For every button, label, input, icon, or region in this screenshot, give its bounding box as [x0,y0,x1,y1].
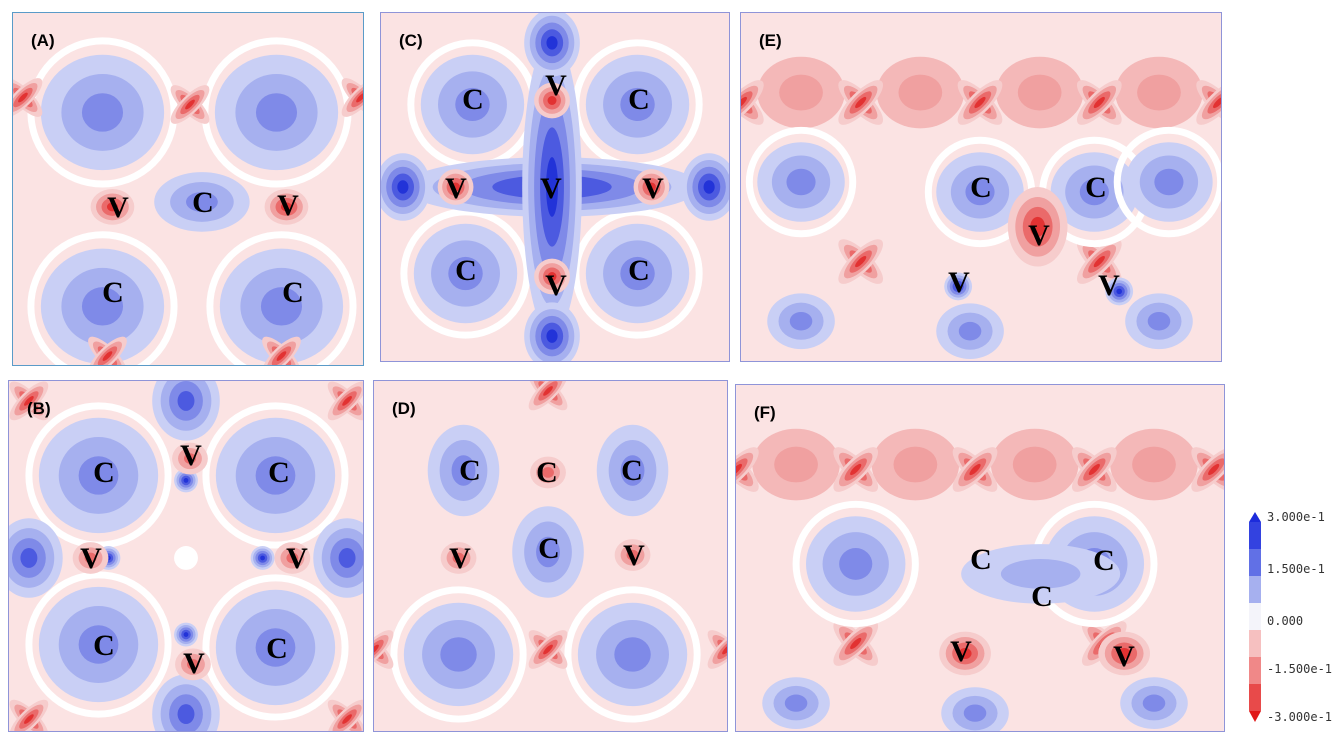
site-label-d-vacancy-5: V [623,539,645,572]
site-label-d-vacancy-3: V [449,542,471,575]
site-label-e-vacancy-4: V [1098,269,1120,302]
panel-c: (C) C V C V V V C V C [380,12,730,362]
panel-label-a: (A) [31,31,55,50]
contour-map-c [381,13,729,361]
site-label-e-carbon-0: C [970,171,992,204]
colorbar-ramp [1249,512,1261,722]
contour-map-a [13,13,363,365]
site-label-c-vacancy-1: V [545,69,567,102]
colorbar-tick-zero: 0.000 [1267,614,1304,628]
colorbar-tick-max: 3.000e-1 [1267,510,1325,524]
site-label-a-vacancy-0: V [107,191,129,224]
colorbar-tick-low: -1.500e-1 [1267,662,1333,676]
panel-label-d: (D) [392,399,416,418]
site-label-c-carbon-0: C [462,83,484,116]
site-label-f-carbon-2: C [1031,580,1053,613]
site-label-f-vacancy-3: V [950,635,972,668]
site-label-f-vacancy-4: V [1113,640,1135,673]
site-label-e-vacancy-2: V [1028,219,1050,252]
site-label-c-carbon-6: C [455,254,477,287]
site-label-b-carbon-2: C [268,456,290,489]
site-label-c-vacancy-5: V [642,172,664,205]
site-label-b-carbon-5: C [93,629,115,662]
contour-map-b [9,381,363,731]
panel-a: (A) V C V C C [12,12,364,366]
site-label-f-carbon-0: C [970,543,992,576]
site-label-a-carbon-4: C [282,276,304,309]
site-label-d-carbon-1: C [536,456,558,489]
site-label-c-vacancy-4: V [540,172,562,205]
site-label-d-carbon-0: C [459,454,481,487]
site-label-e-carbon-1: C [1085,171,1107,204]
site-label-a-vacancy-2: V [277,189,299,222]
site-label-f-carbon-1: C [1093,544,1115,577]
site-label-e-vacancy-3: V [948,266,970,299]
panel-d: (D) C C C V C V [373,380,728,732]
colorbar-tick-min: -3.000e-1 [1267,710,1333,724]
contour-map-f [736,385,1224,731]
site-label-d-carbon-4: C [538,532,560,565]
contour-map-e [741,13,1221,361]
site-label-b-carbon-0: C [93,456,115,489]
site-label-b-carbon-7: C [266,632,288,665]
panel-label-e: (E) [759,31,782,50]
site-label-d-carbon-2: C [621,454,643,487]
site-label-c-carbon-2: C [628,83,650,116]
panel-b: (B) C V C V V C V C [8,380,364,732]
site-label-b-vacancy-3: V [80,542,102,575]
panel-label-c: (C) [399,31,423,50]
site-label-a-carbon-3: C [102,276,124,309]
site-label-b-vacancy-1: V [180,439,202,472]
site-label-c-vacancy-3: V [445,172,467,205]
panel-f: (F) C C C V V [735,384,1225,732]
site-label-a-carbon-1: C [192,186,214,219]
site-label-b-vacancy-4: V [286,542,308,575]
colorbar-tick-high: 1.500e-1 [1267,562,1325,576]
panel-label-f: (F) [754,403,776,422]
panel-label-b: (B) [27,399,51,418]
panel-e: (E) C C V V V [740,12,1222,362]
colorbar: 3.000e-1 1.500e-1 0.000 -1.500e-1 -3.000… [1245,510,1337,732]
site-label-c-vacancy-7: V [545,269,567,302]
site-label-c-carbon-8: C [628,254,650,287]
contour-map-d [374,381,727,731]
site-label-b-vacancy-6: V [183,647,205,680]
